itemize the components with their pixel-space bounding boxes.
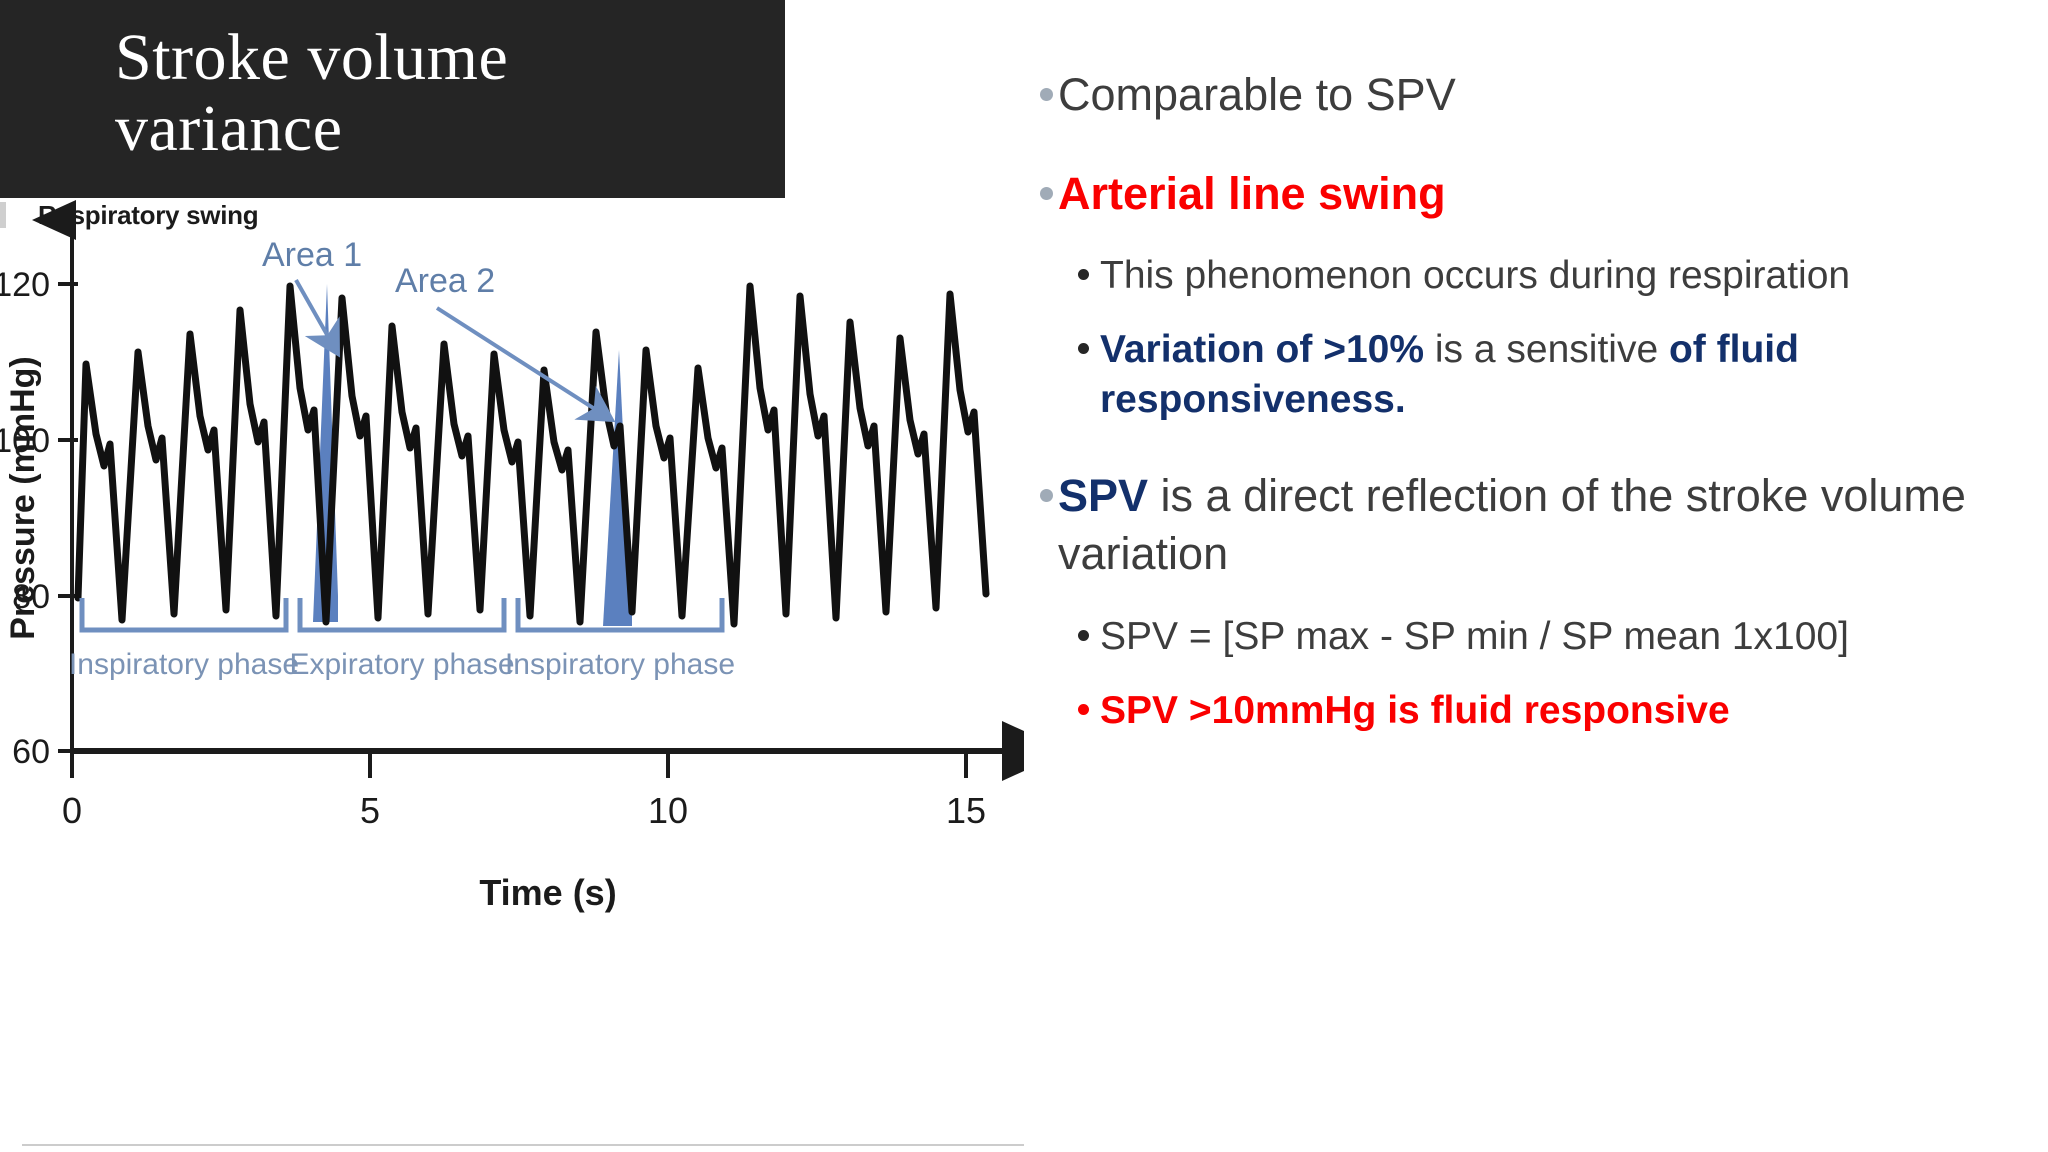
area-2-label: Area 2	[395, 262, 495, 300]
arterial-waveform	[74, 282, 990, 628]
bullet-marker-icon	[1040, 88, 1053, 101]
x-axis-ticks	[70, 751, 968, 778]
subbullet-phenomenon-respiration: This phenomenon occurs during respiratio…	[1040, 251, 2018, 301]
bullet-marker-icon	[1078, 269, 1089, 280]
y-tick-label-80: 80	[12, 578, 50, 616]
bullet-text-bold: SPV	[1058, 469, 1149, 521]
bullet-arterial-line-swing: Arterial line swing	[1040, 165, 2018, 224]
subbullet-text-plain: is a sensitive	[1424, 327, 1669, 371]
bullet-marker-icon	[1040, 186, 1053, 200]
spacer	[1040, 664, 2018, 686]
bullet-spv-direct-reflection: SPV is a direct reflection of the stroke…	[1040, 467, 2018, 584]
phase-label-expiratory: Expiratory phase	[289, 648, 514, 681]
bullet-marker-icon	[1078, 342, 1089, 354]
y-tick-label-120: 120	[0, 266, 50, 304]
phase-label-inspiratory-1: Inspiratory phase	[69, 648, 299, 681]
bullet-marker-icon	[1040, 488, 1053, 502]
y-tick-label-100: 100	[0, 422, 50, 460]
slide-title-block: Stroke volume variance	[0, 0, 785, 198]
x-tick-label-5: 5	[360, 790, 380, 831]
y-tick-label-60: 60	[12, 733, 50, 771]
phase-label-inspiratory-2: Inspiratory phase	[505, 648, 735, 681]
x-tick-label-15: 15	[946, 790, 986, 831]
area-1-label: Area 1	[262, 236, 362, 274]
figure-panel-mark	[0, 202, 6, 228]
spacer	[1040, 229, 2018, 251]
x-tick-label-10: 10	[648, 790, 688, 831]
bullet-text: Arterial line swing	[1058, 167, 1446, 219]
y-axis-title: Pressure (mmHg)	[4, 356, 42, 639]
spacer	[1040, 427, 2018, 467]
subbullet-spv-fluid-responsive: SPV >10mmHg is fluid responsive	[1040, 686, 2018, 736]
page-title: Stroke volume variance	[115, 21, 509, 166]
phase-bracket-3: Inspiratory phase	[505, 598, 735, 681]
subbullet-text: SPV >10mmHg is fluid responsive	[1100, 688, 1730, 732]
bullet-text-plain: is a direct reflection of the stroke vol…	[1058, 469, 1966, 580]
subbullet-text: This phenomenon occurs during respiratio…	[1100, 254, 1851, 297]
bullet-comparable-to-spv: Comparable to SPV	[1040, 66, 2018, 125]
spacer	[1040, 590, 2018, 612]
bullet-text: SPV is a direct reflection of the stroke…	[1058, 467, 2018, 584]
subbullet-variation-10-percent: Variation of >10% is a sensitive of flui…	[1040, 325, 2018, 425]
phase-bracket-1: Inspiratory phase	[69, 598, 299, 681]
area-1-callout: Area 1	[262, 236, 362, 358]
figure-bottom-rule	[22, 1144, 1024, 1146]
x-axis-title: Time (s)	[479, 872, 616, 913]
pressure-waveform-chart: 120 100 80 60 Pressure (mmHg) 0 5 10 15 …	[0, 200, 1024, 913]
subbullet-spv-formula: SPV = [SP max - SP min / SP mean 1x100]	[1040, 612, 2018, 662]
spacer	[1040, 131, 2018, 165]
subbullet-text-period: .	[1394, 377, 1406, 421]
bullet-marker-icon	[1078, 629, 1089, 641]
shaded-area-2	[603, 350, 632, 626]
phase-bracket-2: Expiratory phase	[289, 598, 515, 681]
subbullet-text-bold-1: Variation of >10%	[1100, 327, 1425, 371]
subbullet-text: Variation of >10% is a sensitive of flui…	[1100, 325, 2018, 425]
chart-figure: Respiratory swing 12	[0, 198, 1024, 1146]
area-2-callout: Area 2	[395, 262, 616, 423]
bullet-content-column: Comparable to SPV Arterial line swing Th…	[1024, 0, 2048, 1152]
bullet-text: Comparable to SPV	[1058, 69, 1456, 120]
subbullet-text: SPV = [SP max - SP min / SP mean 1x100]	[1100, 614, 1849, 658]
bullet-marker-icon	[1078, 703, 1089, 715]
spacer	[1040, 303, 2018, 325]
x-tick-label-0: 0	[62, 790, 82, 831]
subbullet-text-bold-2: of fluid responsiveness	[1100, 327, 1799, 421]
chart-axes	[32, 200, 1024, 781]
